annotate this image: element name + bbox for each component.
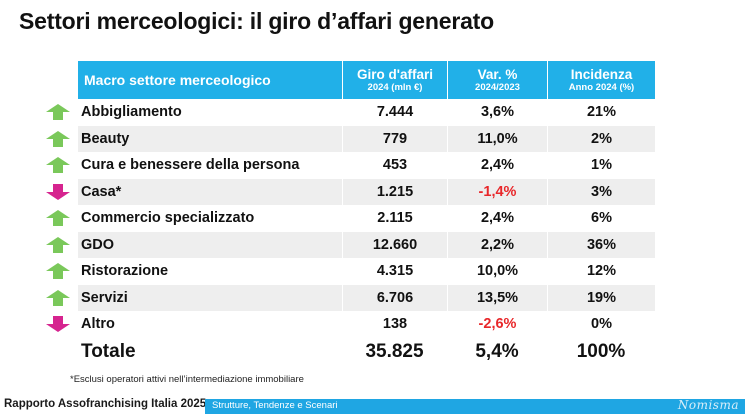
table-row: Beauty 779 11,0% 2% [78,125,655,152]
row-sector: Ristorazione [81,263,169,280]
footer: Rapporto Assofranchising Italia 2025 - S… [0,396,745,415]
row-change: 3,6% [447,99,547,126]
row-change: 2,4% [447,152,547,179]
row-sector: Abbigliamento [81,104,182,121]
table-row: Casa* 1.215 -1,4% 3% [78,178,655,205]
row-change: 2,2% [447,231,547,258]
row-revenue: 4.315 [342,258,447,285]
row-share: 19% [547,284,655,311]
row-sector: Beauty [81,130,130,147]
row-sector: Cura e benessere della persona [81,157,300,174]
row-change: 10,0% [447,258,547,285]
row-change: 2,4% [447,205,547,232]
footer-band: Strutture, Tendenze e Scenari Nomisma [205,398,745,414]
row-revenue: 12.660 [342,231,447,258]
total-share: 100% [576,340,626,362]
footer-subtitle: Strutture, Tendenze e Scenari [212,400,338,411]
row-revenue: 138 [342,311,447,338]
row-change: 13,5% [447,284,547,311]
up-arrow-icon [46,157,70,173]
down-arrow-icon [46,183,70,200]
row-revenue: 1.215 [342,178,447,205]
row-change: -1,4% [447,178,547,205]
table-row: Cura e benessere della persona 453 2,4% 1% [78,152,655,179]
row-share: 3% [547,178,655,205]
table-row: Altro 138 -2,6% 0% [78,311,655,338]
up-arrow-icon [46,104,70,120]
row-sector: Altro [81,316,115,333]
table-header: Macro settore merceologico Giro d'affari… [78,61,655,99]
row-revenue: 2.115 [342,205,447,232]
page-title: Settori merceologici: il giro d’affari g… [19,8,494,34]
down-arrow-icon [46,316,70,332]
header-revenue: Giro d'affari 2024 (mln €) [342,61,447,99]
table-row: Commercio specializzato 2.115 2,4% 6% [78,205,655,232]
table-body: Abbigliamento 7.444 3,6% 21% Beauty 779 11,0% 2… [78,99,655,338]
up-arrow-icon [46,236,70,253]
total-revenue: 35.825 [365,340,424,362]
row-revenue: 6.706 [342,284,447,311]
footnote: *Esclusi operatori attivi nell’intermedi… [70,374,304,385]
row-revenue: 7.444 [342,99,447,126]
nomisma-logo: Nomisma [677,398,739,412]
header-share: Incidenza Anno 2024 (%) [547,61,655,99]
table-row: Abbigliamento 7.444 3,6% 21% [78,99,655,126]
up-arrow-icon [46,130,70,147]
total-change: 5,4% [475,340,519,362]
row-revenue: 779 [342,125,447,152]
row-sector: Commercio specializzato [81,210,255,227]
row-share: 1% [547,152,655,179]
row-share: 36% [547,231,655,258]
row-sector: Casa* [81,183,122,200]
up-arrow-icon [46,263,70,279]
up-arrow-icon [46,289,70,306]
row-share: 12% [547,258,655,285]
total-row: Totale 35.825 5,4% 100% [78,338,655,366]
table-row: Servizi 6.706 13,5% 19% [78,284,655,311]
row-share: 6% [547,205,655,232]
row-share: 21% [547,99,655,126]
row-change: 11,0% [447,125,547,152]
total-label: Totale [81,340,136,362]
sector-table: Macro settore merceologico Giro d'affari… [78,61,655,366]
row-sector: Servizi [81,289,128,306]
header-change: Var. % 2024/2023 [447,61,547,99]
row-share: 2% [547,125,655,152]
row-share: 0% [547,311,655,338]
up-arrow-icon [46,210,70,226]
table-row: GDO 12.660 2,2% 36% [78,231,655,258]
footer-report-title: Rapporto Assofranchising Italia 2025 - [4,398,214,410]
table-row: Ristorazione 4.315 10,0% 12% [78,258,655,285]
row-change: -2,6% [447,311,547,338]
row-sector: GDO [81,236,115,253]
header-sector: Macro settore merceologico [84,72,271,88]
row-revenue: 453 [342,152,447,179]
